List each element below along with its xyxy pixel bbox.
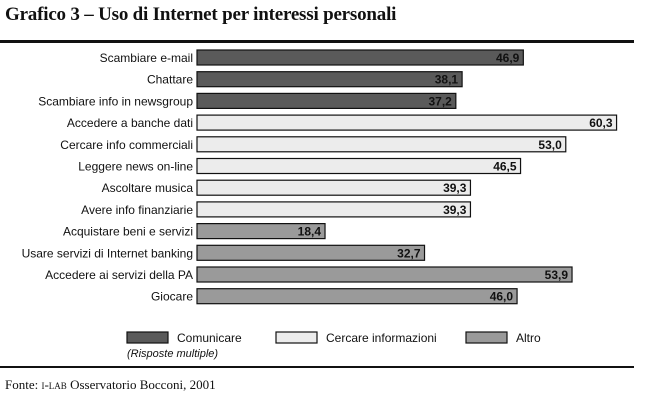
category-label: Giocare	[151, 290, 193, 304]
bar	[196, 266, 573, 283]
data-label: 60,3	[589, 116, 613, 130]
bar	[196, 223, 326, 240]
legend-label: Comunicare	[177, 331, 242, 345]
legend-swatch	[126, 331, 169, 344]
source-note: Fonte: i-lab Osservatorio Bocconi, 2001	[5, 377, 216, 393]
legend-note: (Risposte multiple)	[127, 348, 218, 360]
data-label: 46,0	[490, 290, 514, 304]
category-label: Scambiare e-mail	[100, 51, 193, 65]
category-label: Chattare	[147, 73, 193, 87]
category-label: Scambiare info in newsgroup	[38, 94, 193, 108]
category-label: Cercare info commerciali	[60, 138, 193, 152]
category-label: Accedere a banche dati	[67, 116, 193, 130]
bottom-rule	[0, 366, 634, 368]
chart-title: Grafico 3 – Uso di Internet per interess…	[5, 4, 397, 25]
data-label: 46,9	[496, 51, 520, 65]
bar	[196, 71, 463, 88]
legend-label: Altro	[516, 331, 541, 345]
legend-label: Cercare informazioni	[326, 331, 437, 345]
data-label: 46,5	[493, 160, 517, 174]
top-rule	[0, 40, 634, 43]
data-label: 38,1	[435, 73, 459, 87]
bar	[196, 114, 618, 131]
bar	[196, 201, 472, 218]
category-label: Acquistare beni e servizi	[63, 225, 193, 239]
category-label: Leggere news on-line	[78, 160, 193, 174]
data-label: 32,7	[397, 246, 421, 260]
bar	[196, 157, 522, 175]
legend-swatch	[275, 331, 318, 344]
data-label: 53,0	[538, 138, 562, 152]
data-label: 18,4	[298, 225, 322, 239]
data-label: 39,3	[443, 203, 467, 217]
source-prefix: Fonte:	[5, 377, 42, 392]
bar	[196, 244, 426, 261]
data-label: 53,9	[545, 268, 569, 282]
bar	[196, 49, 524, 66]
bar	[196, 179, 472, 196]
data-label: 37,2	[428, 94, 452, 108]
bar	[196, 288, 518, 305]
category-label: Avere info finanziarie	[81, 203, 193, 217]
category-label: Ascoltare musica	[102, 181, 194, 195]
bar	[196, 92, 457, 110]
bar	[196, 136, 567, 153]
legend-swatch	[465, 331, 508, 344]
data-label: 39,3	[443, 181, 467, 195]
source-rest: Osservatorio Bocconi, 2001	[66, 377, 216, 392]
category-label: Usare servizi di Internet banking	[22, 246, 193, 260]
source-org: i-lab	[41, 377, 67, 392]
category-label: Accedere ai servizi della PA	[45, 268, 193, 282]
